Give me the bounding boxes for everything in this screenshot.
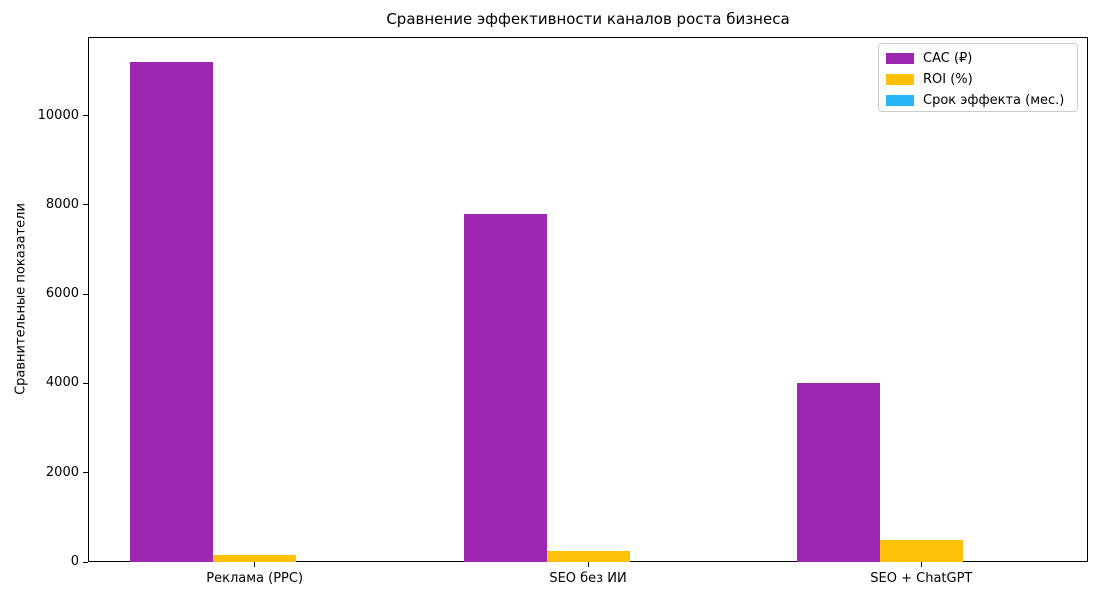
bar-s1-c2 (880, 540, 963, 562)
legend-entry-effect-duration: Срок эффекта (мес.) (886, 90, 1077, 110)
x-tick-label: SEO + ChatGPT (870, 571, 973, 586)
y-tick (83, 382, 88, 384)
legend-label-cac: CAC (₽) (923, 50, 973, 66)
y-tick (83, 115, 88, 117)
legend-swatch-effect-duration (886, 94, 914, 106)
legend-label-roi: ROI (%) (923, 71, 973, 87)
y-tick (83, 204, 88, 206)
chart-title: Сравнение эффективности каналов роста би… (386, 10, 790, 28)
x-tick-label: Реклама (PPC) (206, 571, 304, 586)
y-tick-label: 2000 (45, 464, 79, 480)
y-tick-label: 10000 (37, 107, 79, 123)
y-tick (83, 293, 88, 295)
y-tick (83, 472, 88, 474)
legend-label-effect-duration: Срок эффекта (мес.) (923, 92, 1065, 108)
y-tick-label: 4000 (45, 375, 79, 391)
bar-s0-c2 (797, 383, 880, 562)
y-tick (83, 561, 88, 563)
bar-s1-c1 (547, 551, 630, 562)
y-tick-label: 0 (70, 554, 79, 569)
plot-area (88, 37, 1088, 562)
x-tick (587, 562, 589, 567)
legend: CAC (₽) ROI (%) Срок эффекта (мес.) (878, 43, 1078, 112)
bar-s1-c0 (213, 555, 296, 562)
x-tick (254, 562, 256, 567)
x-tick-label: SEO без ИИ (549, 571, 627, 586)
bar-s0-c0 (130, 62, 213, 562)
legend-entry-cac: CAC (₽) (886, 48, 1077, 68)
y-tick-label: 8000 (45, 196, 79, 212)
bar-s0-c1 (464, 214, 547, 562)
legend-swatch-roi (886, 73, 914, 85)
x-tick (920, 562, 922, 567)
y-tick-label: 6000 (45, 286, 79, 302)
legend-swatch-cac (886, 52, 914, 64)
legend-entry-roi: ROI (%) (886, 69, 1077, 89)
